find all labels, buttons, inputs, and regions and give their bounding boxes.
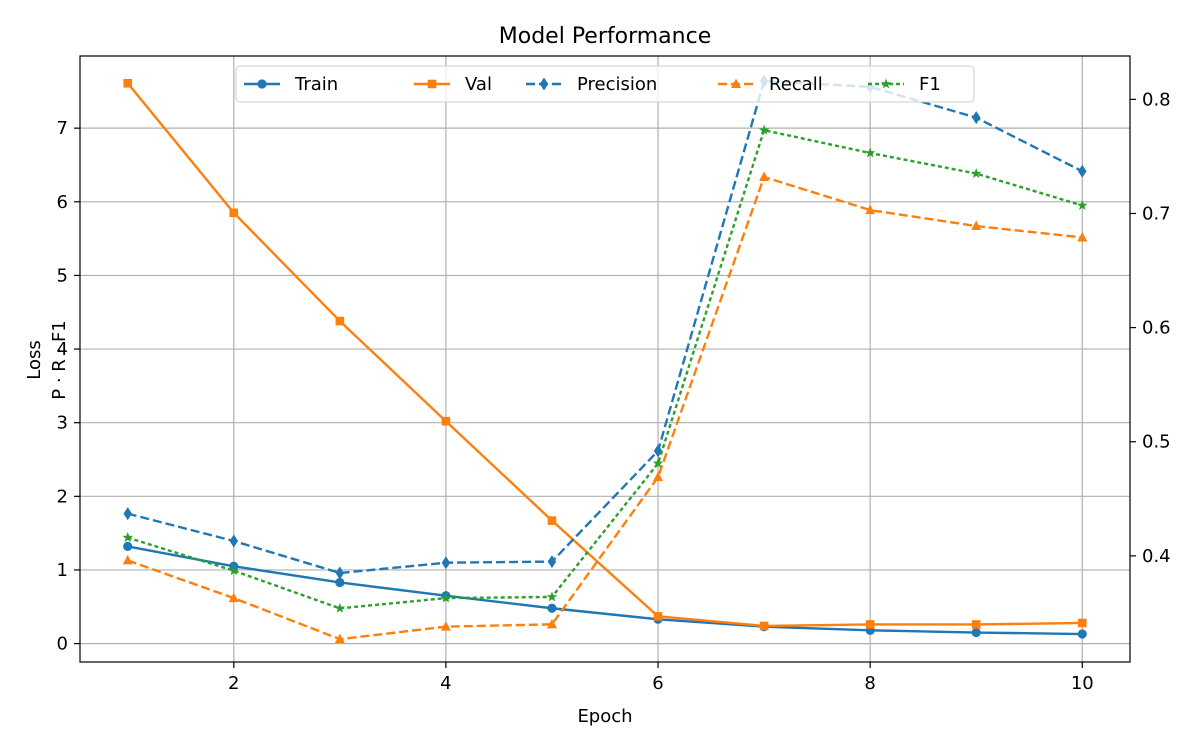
data-point-val	[547, 516, 557, 525]
legend-item-val: Val	[414, 74, 492, 95]
y-left-tick-label: 0	[57, 634, 68, 655]
data-point-f1	[1077, 200, 1088, 210]
legend-swatch-marker	[427, 79, 437, 89]
data-point-f1	[122, 532, 133, 543]
data-point-f1	[970, 168, 982, 178]
data-point-val	[865, 620, 875, 629]
data-point-train	[335, 577, 345, 588]
data-point-val	[441, 416, 451, 426]
data-point-val	[971, 620, 981, 629]
data-point-train	[971, 627, 981, 638]
grid-layer	[80, 56, 1130, 662]
legend-item-train: Train	[244, 74, 338, 95]
data-point-val	[229, 208, 239, 218]
series-line-train	[127, 545, 1083, 636]
legend-label: Recall	[769, 74, 823, 95]
x-tick-label: 6	[652, 673, 663, 694]
data-point-f1	[440, 592, 452, 603]
y-axis-label-right: P · R · F1	[49, 320, 70, 400]
data-point-precision	[653, 444, 663, 458]
y-right-tick-label: 0.8	[1142, 89, 1171, 110]
legend-item-precision: Precision	[526, 74, 657, 95]
y-left-tick-label: 2	[57, 486, 68, 507]
data-point-precision	[229, 534, 238, 548]
legend-label: Precision	[577, 74, 657, 95]
data-point-val	[759, 621, 769, 631]
legend-label: F1	[919, 74, 941, 95]
axis-layer: 2 4 6 8 10 0 1 2 3 4 5 6 7 0.4 0.5 0.6 0.7 0.8	[57, 89, 1171, 694]
data-point-recall	[334, 633, 345, 644]
x-tick-label: 2	[228, 673, 239, 694]
data-point-train	[123, 541, 133, 551]
series-f1	[122, 124, 1088, 613]
legend-label: Val	[465, 74, 492, 95]
data-point-recall	[546, 618, 557, 629]
data-point-f1	[334, 602, 346, 613]
series-line-f1	[127, 128, 1083, 610]
y-right-tick-label: 0.6	[1142, 318, 1171, 339]
data-point-f1	[758, 124, 770, 135]
legend-box	[235, 65, 975, 103]
legend: Train Val Precision Recall F1	[235, 65, 975, 103]
x-tick-label: 10	[1071, 673, 1094, 694]
legend-item-f1: F1	[868, 74, 941, 95]
data-point-recall	[865, 204, 876, 215]
y-right-tick-label: 0.7	[1142, 203, 1171, 224]
legend-label: Train	[294, 74, 338, 95]
legend-item-recall: Recall	[718, 74, 823, 95]
y-left-tick-label: 3	[57, 413, 68, 434]
legend-swatch-marker	[731, 78, 741, 88]
data-point-val	[653, 612, 663, 621]
series-val	[123, 78, 1087, 631]
data-point-val	[335, 316, 345, 326]
data-point-f1	[228, 565, 240, 576]
data-point-recall	[759, 171, 770, 181]
data-point-f1	[864, 147, 876, 158]
series-line-precision	[127, 79, 1083, 575]
legend-swatch-marker	[539, 77, 549, 91]
data-point-train	[547, 603, 557, 613]
data-point-recall	[653, 471, 664, 482]
y-right-tick-label: 0.5	[1142, 432, 1171, 453]
data-point-f1	[546, 591, 558, 602]
data-point-precision	[441, 556, 451, 570]
y-right-tick-label: 0.4	[1142, 546, 1171, 567]
y-left-tick-label: 1	[57, 560, 68, 581]
legend-swatch-marker	[257, 79, 267, 89]
data-point-precision	[1078, 164, 1087, 178]
data-point-recall	[122, 554, 133, 565]
y-left-tick-label: 4	[57, 339, 68, 360]
data-point-train	[1077, 629, 1087, 639]
y-left-tick-label: 5	[57, 265, 68, 286]
data-point-f1	[652, 457, 664, 468]
series-layer	[122, 74, 1088, 644]
y-axis-label-left: Loss	[24, 340, 45, 379]
legend-swatch-marker	[880, 78, 892, 89]
x-tick-label: 8	[864, 673, 875, 694]
series-precision	[123, 74, 1087, 580]
data-point-precision	[972, 111, 981, 125]
y-left-tick-label: 7	[57, 118, 68, 139]
data-point-precision	[335, 566, 345, 580]
data-point-recall	[440, 621, 451, 631]
data-point-val	[123, 78, 133, 88]
y-left-tick-label: 6	[57, 192, 68, 213]
x-axis-label: Epoch	[577, 706, 632, 727]
data-point-recall	[1077, 231, 1088, 242]
series-line-recall	[127, 175, 1083, 641]
chart-title: Model Performance	[499, 24, 711, 49]
data-point-val	[1077, 618, 1087, 628]
series-recall	[122, 171, 1088, 644]
data-point-recall	[228, 592, 239, 603]
data-point-recall	[971, 220, 982, 231]
data-point-precision	[547, 555, 557, 569]
data-point-precision	[123, 507, 132, 521]
series-line-val	[126, 82, 1083, 628]
plot-frame	[79, 55, 1131, 663]
x-tick-label: 4	[440, 673, 451, 694]
